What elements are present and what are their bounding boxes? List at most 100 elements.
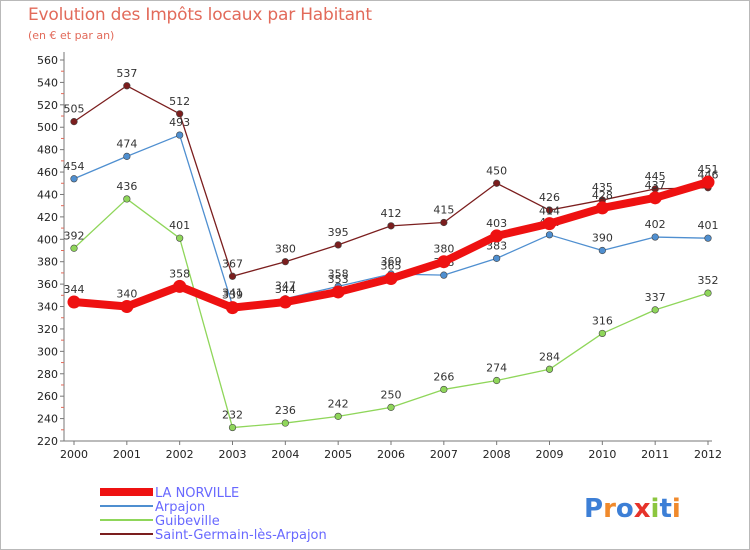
data-point: [387, 222, 395, 230]
data-point: [651, 233, 659, 241]
data-label: 512: [169, 95, 190, 108]
data-label: 402: [645, 218, 666, 231]
data-point: [281, 419, 289, 427]
x-tick-label: 2009: [536, 448, 564, 461]
data-label: 353: [328, 273, 349, 286]
data-point: [123, 195, 131, 203]
data-point: [228, 423, 237, 432]
y-tick-label: 420: [37, 211, 58, 224]
y-tick-label: 400: [37, 233, 58, 246]
data-label: 454: [64, 160, 85, 173]
data-point: [545, 231, 554, 239]
data-point: [493, 179, 501, 187]
data-point: [70, 118, 78, 126]
data-point: [176, 234, 184, 242]
data-point: [334, 412, 342, 420]
y-tick-label: 240: [37, 413, 58, 426]
data-label: 284: [539, 350, 560, 363]
y-tick-label: 440: [37, 188, 58, 201]
x-tick-label: 2010: [588, 448, 616, 461]
data-label: 474: [116, 137, 137, 150]
x-tick-label: 2011: [641, 448, 669, 461]
y-tick-label: 540: [37, 76, 58, 89]
data-label: 347: [275, 280, 296, 293]
data-point: [387, 403, 395, 411]
data-point: [226, 301, 239, 315]
data-label: 450: [486, 164, 507, 177]
data-label: 358: [169, 267, 190, 280]
data-label: 392: [64, 229, 85, 242]
y-tick-label: 280: [37, 368, 58, 381]
data-label: 369: [381, 255, 402, 268]
chart-subtitle: (en € et par an): [28, 29, 115, 42]
data-label: 390: [592, 232, 613, 245]
data-point: [123, 82, 131, 90]
data-point: [70, 244, 78, 252]
x-tick-label: 2003: [219, 448, 247, 461]
data-label: 344: [275, 283, 296, 296]
x-tick-label: 2004: [271, 448, 299, 461]
y-tick-label: 460: [37, 166, 58, 179]
data-point: [595, 201, 609, 215]
data-point: [384, 272, 398, 286]
data-label: 437: [645, 179, 666, 192]
plot-area: [64, 52, 712, 441]
y-tick-label: 560: [37, 54, 58, 67]
y-tick-label: 220: [37, 435, 58, 448]
data-label: 436: [116, 180, 137, 193]
data-label: 401: [698, 219, 719, 232]
data-label: 316: [592, 314, 613, 327]
data-label: 250: [381, 388, 402, 401]
data-label: 337: [645, 291, 666, 304]
data-point: [334, 241, 342, 249]
data-label: 505: [64, 103, 85, 116]
data-label: 412: [381, 207, 402, 220]
data-point: [281, 258, 289, 266]
data-point: [228, 272, 237, 280]
data-point: [70, 175, 78, 183]
data-point: [331, 285, 345, 299]
data-label: 493: [169, 116, 190, 129]
y-tick-label: 500: [37, 121, 58, 134]
data-point: [173, 279, 187, 293]
data-label: 274: [486, 361, 507, 374]
x-tick-label: 2001: [113, 448, 141, 461]
data-label: 380: [275, 243, 296, 256]
y-tick-label: 340: [37, 301, 58, 314]
data-point: [437, 255, 451, 269]
data-label: 236: [275, 404, 296, 417]
data-label: 537: [116, 67, 137, 80]
data-point: [440, 385, 448, 394]
y-tick-label: 360: [37, 278, 58, 291]
data-label: 266: [433, 370, 454, 383]
legend-label: Saint-Germain-lès-Arpajon: [155, 528, 327, 543]
x-tick-label: 2007: [430, 448, 458, 461]
data-point: [123, 152, 131, 160]
data-label: 380: [433, 243, 454, 256]
data-point: [493, 254, 501, 262]
chart-title: Evolution des Impôts locaux par Habitant: [28, 5, 372, 25]
legend-label: LA NORVILLE: [155, 486, 239, 501]
data-point: [598, 329, 606, 338]
data-point: [545, 206, 554, 214]
data-label: 426: [539, 191, 560, 204]
y-tick-label: 520: [37, 99, 58, 112]
data-label: 415: [433, 203, 454, 216]
data-point: [176, 110, 184, 118]
data-point: [651, 306, 659, 314]
x-tick-label: 2005: [324, 448, 352, 461]
data-label: 242: [328, 397, 349, 410]
data-label: 340: [116, 288, 137, 301]
y-tick-label: 300: [37, 345, 58, 358]
data-point: [648, 191, 662, 205]
y-tick-label: 480: [37, 144, 58, 157]
data-label: 445: [645, 170, 666, 183]
data-label: 339: [222, 289, 243, 302]
data-point: [176, 131, 184, 139]
y-tick-label: 320: [37, 323, 58, 336]
data-point: [278, 295, 292, 309]
data-label: 341: [222, 286, 243, 299]
data-point: [545, 365, 554, 373]
data-point: [440, 218, 448, 227]
